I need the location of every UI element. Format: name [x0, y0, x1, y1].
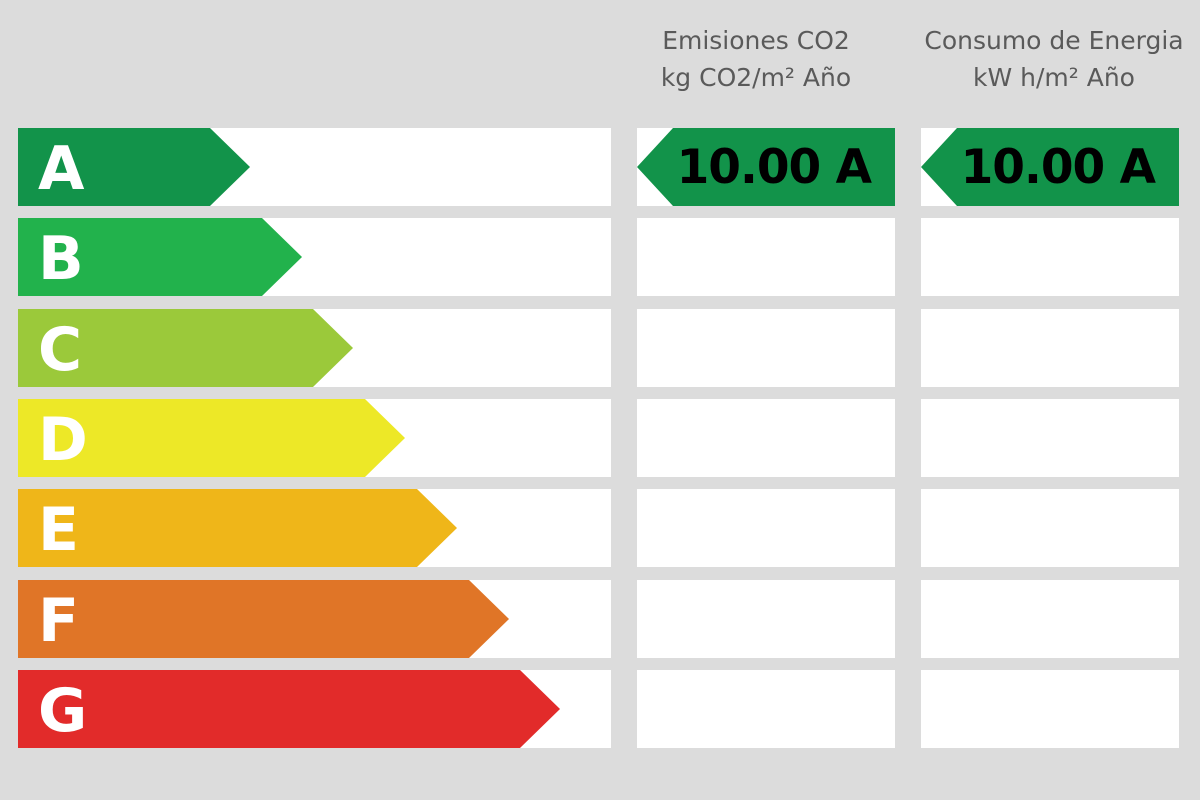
co2-rating-tag: 10.00 A [637, 128, 895, 206]
scale-row-b: B [18, 218, 611, 296]
co2-header-title: Emisiones CO2 [662, 26, 850, 55]
co2-cell-e [637, 489, 895, 567]
energy-cell-g [921, 670, 1179, 748]
co2-cell-g [637, 670, 895, 748]
co2-rating-value: 10.00 A [676, 140, 872, 195]
energy-column-header: Consumo de Energia kW h/m² Año [908, 22, 1200, 102]
class-letter: E [38, 495, 79, 565]
class-letter: C [38, 315, 83, 385]
energy-rating-tag: 10.00 A [921, 128, 1179, 206]
scale-row-c: C [18, 309, 611, 387]
co2-header-unit: kg CO2/m² Año [660, 63, 852, 92]
scale-row-a: A [18, 128, 611, 206]
co2-cell-d [637, 399, 895, 477]
scale-row-f: F [18, 580, 611, 658]
energy-cell-b [921, 218, 1179, 296]
energy-cell-a: 10.00 A [921, 128, 1179, 206]
class-arrow-g: G [18, 670, 560, 748]
class-arrow-d: D [18, 399, 405, 477]
scale-row-g: G [18, 670, 611, 748]
class-letter: D [38, 405, 88, 475]
energy-cell-e [921, 489, 1179, 567]
class-arrow-f: F [18, 580, 509, 658]
scale-row-e: E [18, 489, 611, 567]
co2-cell-f [637, 580, 895, 658]
co2-cell-b [637, 218, 895, 296]
energy-rating-value: 10.00 A [960, 140, 1156, 195]
energy-cell-d [921, 399, 1179, 477]
class-arrow-a: A [18, 128, 250, 206]
energy-cell-c [921, 309, 1179, 387]
class-letter: B [38, 224, 84, 294]
class-letter: F [38, 586, 79, 656]
scale-row-d: D [18, 399, 611, 477]
class-letter: A [38, 134, 85, 204]
co2-column-header: Emisiones CO2 kg CO2/m² Año [636, 22, 876, 102]
class-arrow-e: E [18, 489, 457, 567]
co2-cell-c [637, 309, 895, 387]
class-letter: G [38, 676, 88, 746]
class-arrow-b: B [18, 218, 302, 296]
energy-header-title: Consumo de Energia [924, 26, 1184, 55]
energy-header-unit: kW h/m² Año [973, 63, 1135, 92]
energy-cell-f [921, 580, 1179, 658]
co2-cell-a: 10.00 A [637, 128, 895, 206]
class-arrow-c: C [18, 309, 353, 387]
